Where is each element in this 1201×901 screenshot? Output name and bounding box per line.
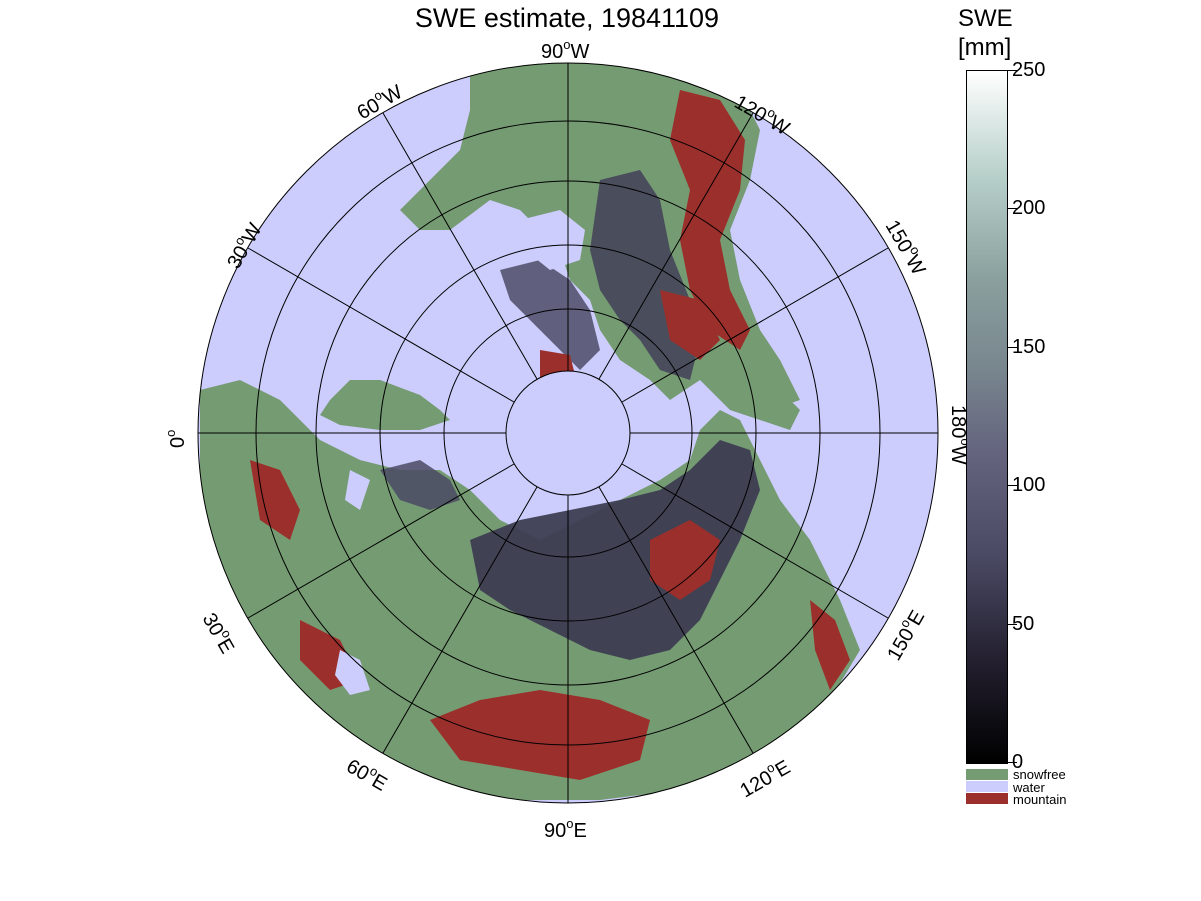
colorbar-tick-label: 200 — [1012, 197, 1046, 219]
mountain-siberia-east — [650, 520, 720, 600]
colorbar-tick — [1007, 624, 1017, 625]
lon-label-90e: 90oE — [544, 816, 587, 842]
meridian-line — [247, 247, 515, 403]
colorbar-title-unit: [mm] — [958, 34, 1012, 61]
colorbar-tick — [1007, 208, 1017, 209]
colorbar-title: SWE [mm] — [958, 4, 1013, 62]
map-frame — [197, 62, 939, 804]
mountain-kamchatka — [810, 600, 850, 690]
snowfree-label: snowfree — [1013, 767, 1066, 782]
colorbar-gradient — [966, 70, 1008, 764]
landmass-layer — [200, 63, 860, 800]
mountain-label: mountain — [1013, 792, 1067, 807]
colorbar-tick — [1007, 70, 1017, 71]
colorbar-tick — [1007, 485, 1017, 486]
colorbar-tick-label: 250 — [1012, 59, 1046, 81]
lon-label-120e: 120oE — [735, 753, 795, 802]
colorbar-tick — [1007, 762, 1017, 763]
colorbar-title-variable: SWE — [958, 5, 1013, 32]
alaska-landmass — [700, 360, 800, 430]
snow-cover-arctic-islands — [500, 260, 600, 370]
snow-cover-siberia — [470, 440, 760, 660]
colorbar-tick — [1007, 347, 1017, 348]
caspian-sea — [335, 650, 370, 695]
snowfree-swatch — [966, 769, 1008, 780]
meridians — [198, 63, 938, 803]
map-title: SWE estimate, 19841109 — [414, 3, 720, 33]
mountain-europe — [250, 460, 300, 540]
meridian-line — [621, 247, 889, 403]
colorbar-tick-label: 50 — [1012, 613, 1035, 635]
lon-label-180w: 180oW — [947, 405, 973, 465]
meridian-line — [598, 486, 754, 754]
lon-label-60e: 60oE — [343, 752, 393, 796]
water-label: water — [1013, 780, 1045, 795]
mountain-rockies — [670, 90, 750, 350]
mountain-central-asia — [430, 690, 650, 780]
water-swatch — [966, 781, 1008, 792]
arctic-ocean-core — [506, 371, 630, 495]
baltic-sea — [345, 470, 370, 510]
hudson-bay — [520, 210, 585, 270]
mountain-coastal-range — [660, 290, 720, 360]
greenland-landmass — [320, 380, 450, 430]
meridian-line — [382, 486, 538, 754]
meridian-line — [247, 463, 515, 619]
meridian-line — [382, 112, 538, 380]
snow-cover-scandinavia — [380, 460, 460, 510]
colorbar-tick-label: 150 — [1012, 336, 1046, 358]
lon-label-90w: 90oW — [541, 37, 589, 63]
mountain-swatch — [966, 793, 1008, 804]
lon-label-30e: 30oE — [198, 608, 242, 658]
lon-label-0: 0o — [163, 430, 189, 448]
colorbar-tick-label: 100 — [1012, 474, 1046, 496]
meridian-line — [621, 463, 889, 619]
meridian-line — [598, 112, 754, 380]
colorbar-tick-label: 0 — [1012, 751, 1024, 773]
